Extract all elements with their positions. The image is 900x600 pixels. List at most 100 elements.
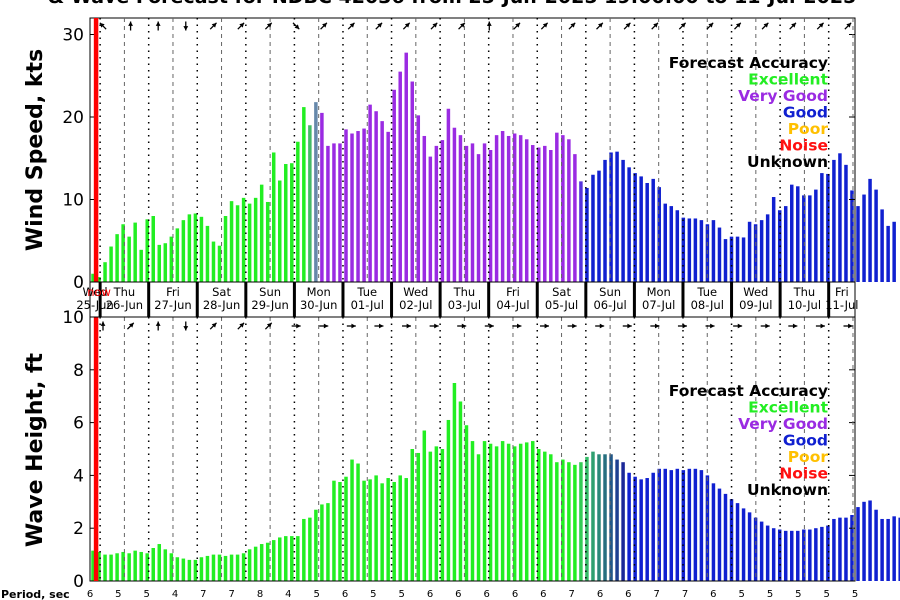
wind-speed-bars (91, 52, 896, 283)
period-value: 8 (257, 589, 263, 600)
wind-direction-arrow-icon (651, 22, 659, 30)
date-label: 06-Jul (593, 298, 626, 312)
wind-bar (711, 220, 716, 283)
period-value: 7 (568, 589, 574, 600)
wind-bar (603, 159, 607, 282)
wind-bar (482, 143, 487, 282)
wave-y-tick-label: 10 (62, 308, 84, 328)
period-value: 6 (625, 589, 631, 600)
wave-bar (699, 470, 704, 581)
wave-bar (326, 503, 330, 581)
wind-bar (657, 187, 661, 283)
wind-bar (518, 135, 523, 282)
wave-bar (639, 479, 643, 581)
wave-bar (440, 449, 445, 581)
period-value: 6 (540, 589, 546, 600)
wave-bar (422, 430, 427, 581)
wind-bar (241, 197, 246, 282)
wind-bar (826, 173, 830, 282)
wave-direction-arrow-icon (843, 323, 853, 329)
wind-bar (326, 145, 330, 283)
wind-bar (368, 104, 372, 283)
wave-bar (434, 446, 439, 581)
wave-bar (868, 500, 872, 581)
wave-bar (838, 517, 842, 581)
wave-direction-arrow-icon (705, 323, 715, 329)
wind-direction-arrow-icon (734, 22, 742, 30)
wind-bar (314, 102, 318, 283)
legend-item: Poor (788, 120, 829, 138)
wave-bar (494, 446, 499, 581)
wind-bar (362, 128, 366, 282)
legend-item: Very Good (738, 415, 828, 433)
wind-bar (615, 151, 619, 282)
wave-bar (512, 446, 517, 581)
wind-bar (488, 150, 493, 282)
wind-direction-arrow-icon (486, 21, 492, 31)
day-of-week-label: Mon (307, 285, 331, 299)
wave-bar (723, 493, 728, 581)
wind-bar (693, 218, 698, 282)
date-label: 03-Jul (448, 298, 481, 312)
wind-bar (573, 154, 577, 283)
wave-bar (109, 554, 113, 581)
wave-bar (296, 536, 300, 581)
wave-direction-arrow-icon (126, 322, 135, 330)
wave-bar (530, 441, 535, 581)
wave-bar (555, 462, 559, 581)
date-label: 08-Jul (691, 298, 724, 312)
date-label: 28-Jun (203, 298, 240, 312)
wind-bar (549, 150, 553, 282)
wave-bar (759, 521, 764, 581)
period-value: 4 (285, 589, 291, 600)
wave-bar (771, 528, 776, 581)
wave-bar (127, 553, 131, 581)
period-value: 5 (115, 589, 121, 600)
wind-bar (410, 81, 415, 282)
period-label: Period, sec (1, 588, 70, 600)
day-of-week-label: Sat (212, 285, 231, 299)
wave-bar (386, 478, 390, 581)
wave-bar (103, 554, 107, 581)
wind-bar (524, 139, 529, 282)
wave-bar (374, 475, 378, 581)
wind-bar (741, 237, 746, 282)
wind-bar (814, 189, 818, 282)
wind-bar (759, 220, 764, 283)
wave-direction-arrow-icon (457, 323, 467, 329)
period-value: 5 (823, 589, 829, 600)
legend-item: Good (783, 104, 828, 122)
wave-direction-arrow-icon (760, 323, 770, 329)
wind-bar (500, 131, 505, 282)
date-label: 25-Jun (76, 298, 113, 312)
wind-bar (609, 152, 613, 282)
day-of-week-label: Fri (506, 285, 520, 299)
period-value: 7 (653, 589, 659, 600)
wave-bar (747, 512, 752, 581)
wave-bar (615, 459, 619, 581)
wind-direction-arrow-icon (513, 22, 521, 30)
wave-bar (561, 459, 565, 581)
wind-bar (458, 135, 463, 282)
wind-bar (109, 246, 113, 282)
wave-bar (265, 542, 270, 581)
period-value: 7 (200, 589, 206, 600)
wave-bar (332, 480, 336, 581)
chart-grid-and-axes: 0 10 20 30 Wind Speed, kts 0 2 4 6 8 10 Wave Height… (1, 17, 859, 600)
wind-bar (633, 173, 637, 282)
wave-bar (603, 454, 607, 581)
wave-bar (398, 475, 402, 581)
wind-bar (446, 108, 451, 282)
wave-bar (832, 518, 836, 581)
date-label: 11-Jul (825, 298, 858, 312)
wave-bar (368, 479, 372, 581)
wave-direction-arrow-icon (622, 323, 632, 329)
wave-bar (488, 443, 493, 581)
wave-bar (609, 454, 613, 581)
wave-bar (284, 536, 288, 581)
legend-item: Excellent (748, 71, 828, 89)
wave-bar (362, 480, 366, 581)
wind-bar (537, 147, 541, 282)
wave-bar (163, 549, 168, 581)
